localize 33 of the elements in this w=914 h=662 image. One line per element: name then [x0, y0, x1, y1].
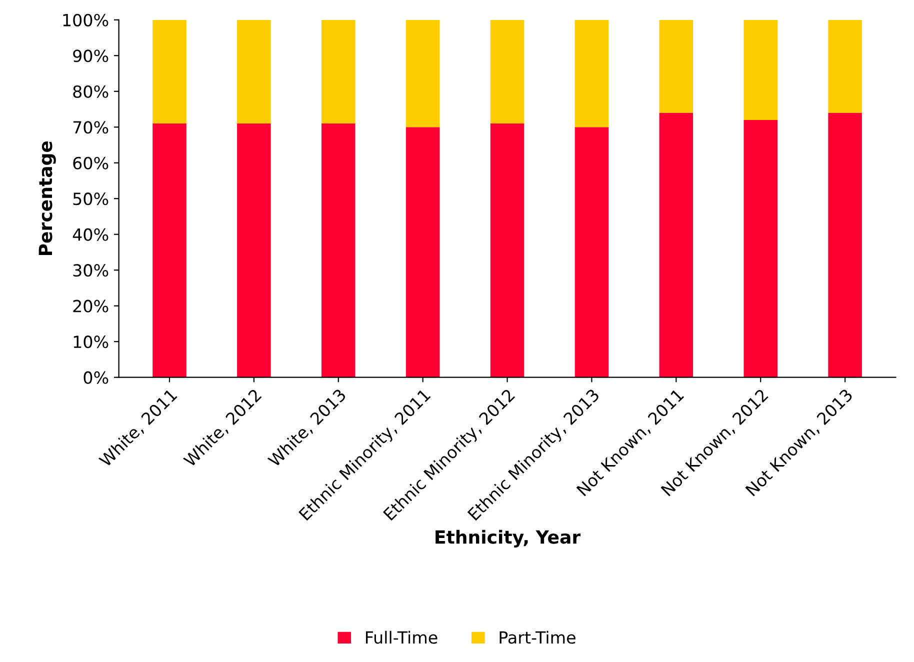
bar	[152, 124, 186, 378]
bar	[744, 20, 778, 120]
y-tick-label: 0%	[84, 371, 108, 384]
legend-label: Part-Time	[500, 630, 576, 644]
bar	[490, 20, 524, 124]
bar	[828, 20, 862, 113]
y-axis-title: Percentage	[38, 141, 56, 256]
bar	[237, 124, 271, 378]
x-axis-title: Ethnicity, Year	[436, 530, 581, 548]
bar	[744, 120, 778, 378]
bar	[490, 124, 524, 378]
y-tick-label: 100%	[63, 14, 108, 26]
bar	[321, 124, 356, 378]
y-tick-label: 50%	[73, 192, 108, 206]
y-tick-label: 80%	[73, 85, 108, 98]
bar	[574, 127, 609, 378]
y-tick-label: 70%	[73, 121, 108, 134]
y-tick-label: 90%	[73, 50, 108, 62]
y-tick-label: 60%	[73, 156, 108, 170]
bar	[406, 20, 440, 128]
y-tick-label: 10%	[74, 336, 108, 348]
y-tick-label: 40%	[72, 228, 108, 241]
bar	[659, 112, 694, 378]
bar	[828, 112, 862, 378]
y-tick-label: 30%	[73, 264, 108, 277]
bar	[406, 127, 440, 378]
bar	[321, 20, 356, 124]
bar	[237, 20, 271, 124]
bar	[659, 20, 694, 113]
bar	[152, 20, 186, 124]
y-tick-label: 20%	[73, 300, 108, 312]
legend-label: Full-Time	[366, 630, 438, 644]
bar	[574, 20, 609, 128]
